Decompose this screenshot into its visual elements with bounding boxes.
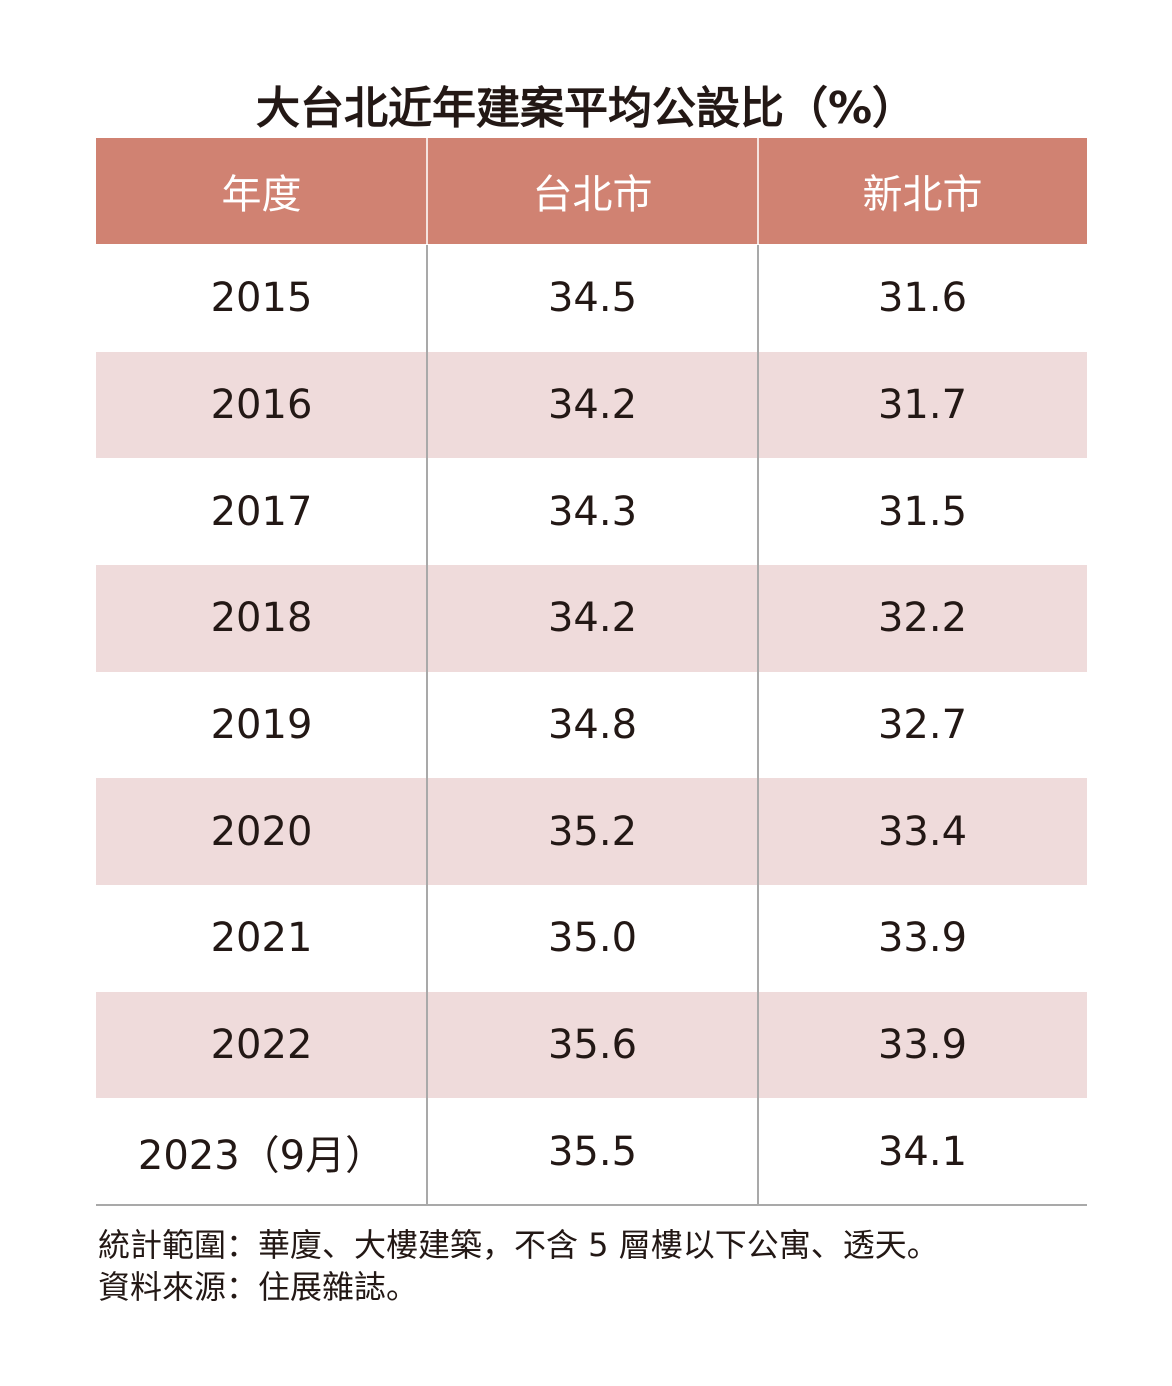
table-cell: 2019 xyxy=(210,701,313,748)
table-cell: 31.6 xyxy=(877,275,968,322)
table-cell: 33.4 xyxy=(758,778,1087,885)
note: 資料來源：住展雜誌。 xyxy=(98,1268,419,1306)
table-cell: 35.5 xyxy=(547,1128,638,1175)
column-divider xyxy=(757,245,759,1205)
table-cell: 2022 xyxy=(96,991,427,1099)
table-cell: 2021 xyxy=(210,915,313,962)
table-cell: 33.9 xyxy=(758,991,1087,1099)
table-cell: 33.9 xyxy=(877,915,968,962)
table-cell: 34.5 xyxy=(547,275,638,322)
table-cell: 2016 xyxy=(96,351,427,459)
table-cell: 32.7 xyxy=(877,701,968,748)
table-cell: 35.0 xyxy=(547,915,638,962)
table-cell: 31.7 xyxy=(758,351,1087,459)
table-cell: 34.3 xyxy=(547,488,638,535)
table-cell: 2018 xyxy=(96,565,427,672)
column-divider xyxy=(426,138,428,244)
table-cell: 2020 xyxy=(96,778,427,885)
table-title: 大台北近年建案平均公設比（%） xyxy=(255,83,917,134)
bottom-rule xyxy=(96,1204,1087,1206)
column-divider xyxy=(757,138,759,244)
column-divider xyxy=(426,245,428,1205)
table-cell: 34.8 xyxy=(547,701,638,748)
table-cell: 34.1 xyxy=(877,1128,968,1175)
header-cell: 新北市 xyxy=(758,138,1087,244)
table-cell: 2015 xyxy=(210,275,313,322)
table-cell: 2017 xyxy=(210,488,313,535)
table-cell: 2023（9月） xyxy=(137,1132,386,1179)
table-cell: 34.2 xyxy=(427,565,758,672)
header-cell: 台北市 xyxy=(427,138,758,244)
table-cell: 32.2 xyxy=(758,565,1087,672)
note: 統計範圍：華廈、大樓建築，不含 5 層樓以下公寓、透天。 xyxy=(98,1226,939,1264)
table-cell: 31.5 xyxy=(877,488,968,535)
table-cell: 34.2 xyxy=(427,351,758,459)
table-cell: 35.2 xyxy=(427,778,758,885)
header-cell: 年度 xyxy=(96,138,427,244)
table-cell: 35.6 xyxy=(427,991,758,1099)
